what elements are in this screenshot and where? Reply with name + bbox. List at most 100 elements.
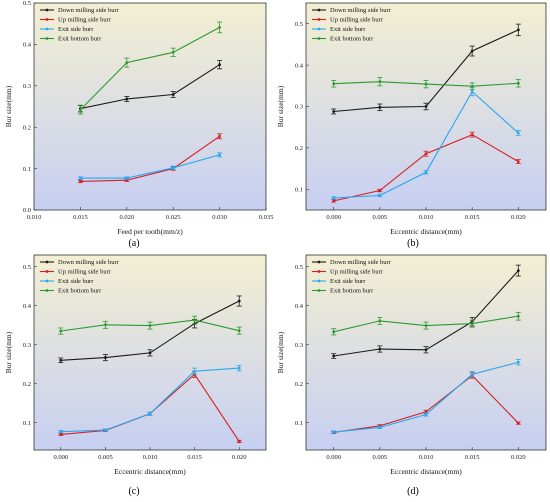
y-tick-label: 0.3	[295, 342, 303, 349]
legend-marker	[45, 289, 49, 292]
chart-panel-d: 0.1 0.2 0.3 0.4 0.5 0.000 0.005 0.010 0.015 0.020…	[276, 254, 547, 497]
y-axis-label: Bur size(mm)	[4, 331, 13, 373]
legend-label: Exit side burr	[330, 26, 366, 33]
series-exit-bottom-burr	[77, 21, 223, 115]
y-tick-label: 0.1	[295, 420, 303, 427]
x-tick-label: 0.000	[326, 214, 341, 221]
data-point	[79, 180, 82, 183]
data-point	[218, 134, 222, 138]
series-exit-side-burr	[58, 364, 242, 434]
data-point	[470, 372, 474, 376]
data-point	[193, 369, 197, 373]
data-point	[424, 105, 428, 108]
panel-caption: (c)	[128, 486, 139, 497]
data-point	[378, 80, 382, 84]
data-point	[332, 430, 336, 434]
y-tick-label: 0.1	[23, 420, 31, 427]
data-point	[516, 421, 520, 425]
series-exit-bottom-burr	[58, 315, 242, 335]
legend-marker	[317, 270, 321, 273]
series-exit-bottom-burr	[331, 311, 521, 336]
legend: Down milling side burr Up milling side bu…	[312, 259, 392, 295]
legend-label: Exit bottom burr	[58, 36, 102, 43]
data-point	[59, 433, 63, 436]
plot-frame	[33, 254, 267, 451]
y-tick-label: 0.0	[23, 207, 31, 214]
x-tick-label: 0.020	[511, 214, 526, 221]
data-point	[148, 412, 152, 416]
data-point	[332, 354, 336, 358]
x-tick-label: 0.005	[98, 454, 113, 461]
y-tick-label: 0.4	[295, 62, 304, 69]
data-point	[424, 324, 428, 327]
y-tick-label: 0.5	[295, 264, 303, 271]
data-point	[59, 329, 63, 333]
series-line	[80, 154, 220, 179]
legend-label: Down milling side burr	[58, 259, 120, 266]
data-point	[424, 170, 428, 174]
legend-marker	[45, 270, 49, 273]
data-point	[237, 299, 241, 303]
legend-marker	[45, 37, 49, 40]
legend-marker	[317, 279, 321, 283]
data-point	[470, 84, 474, 88]
series-exit-bottom-burr	[331, 77, 521, 90]
legend-marker	[317, 27, 321, 31]
data-point	[424, 152, 428, 156]
data-point	[171, 93, 175, 96]
legend-label: Down milling side burr	[330, 259, 392, 266]
x-tick-label: 0.030	[212, 214, 227, 221]
x-tick-label: 0.010	[419, 454, 434, 461]
x-axis-label: Eccentric distance(mm)	[390, 227, 462, 236]
data-point	[125, 97, 129, 101]
data-point	[148, 351, 152, 355]
y-tick-label: 0.1	[295, 187, 303, 194]
data-point	[332, 110, 336, 113]
data-point	[218, 63, 222, 67]
legend-label: Up milling side burr	[330, 269, 384, 276]
legend-marker	[317, 18, 321, 21]
legend-label: Exit side burr	[58, 278, 94, 285]
data-point	[218, 153, 222, 157]
legend-label: Down milling side burr	[330, 7, 392, 14]
chart-panel-c: 0.1 0.2 0.3 0.4 0.5 0.000 0.005 0.010 0.015 0.020…	[4, 254, 267, 497]
data-point	[218, 26, 222, 29]
x-tick-label: 0.015	[465, 214, 480, 221]
y-tick-label: 0.2	[23, 124, 31, 131]
x-tick-label: 0.010	[419, 214, 434, 221]
data-point	[332, 82, 336, 86]
chart-panel-a: 0.0 0.1 0.2 0.3 0.4 0.5 0.010 0.015 0.020 0.025 0.…	[4, 0, 273, 249]
legend-label: Up milling side burr	[330, 17, 384, 24]
data-point	[516, 81, 520, 85]
y-tick-label: 0.4	[23, 42, 32, 49]
data-point	[79, 176, 82, 180]
x-tick-label: 0.025	[166, 214, 181, 221]
series-down-milling-side-burr	[58, 295, 242, 364]
x-axis-label: Eccentric distance(mm)	[114, 467, 186, 476]
data-point	[424, 413, 428, 416]
data-point	[516, 28, 520, 32]
data-point	[237, 366, 241, 370]
data-point	[516, 160, 520, 163]
x-tick-label: 0.015	[465, 454, 480, 461]
legend-label: Exit side burr	[330, 278, 366, 285]
legend-label: Exit bottom burr	[330, 288, 374, 295]
x-axis-label: Eccentric distance(mm)	[390, 467, 462, 476]
data-point	[424, 82, 428, 86]
data-point	[332, 196, 336, 200]
legend: Down milling side burr Up milling side bu…	[312, 7, 392, 43]
data-point	[378, 194, 382, 197]
x-tick-label: 0.010	[27, 214, 42, 221]
x-tick-label: 0.035	[259, 214, 274, 221]
data-point	[237, 440, 241, 443]
legend-marker	[45, 8, 49, 12]
series-exit-side-burr	[331, 87, 521, 200]
chart-panel-b: 0.1 0.2 0.3 0.4 0.5 0.000 0.005 0.010 0.015 0.020…	[276, 2, 547, 249]
y-tick-label: 0.3	[23, 342, 31, 349]
data-point	[332, 199, 336, 203]
data-point	[103, 323, 107, 327]
series-exit-side-burr	[331, 359, 521, 434]
series-up-milling-side-burr	[331, 131, 521, 203]
data-point	[378, 105, 382, 109]
